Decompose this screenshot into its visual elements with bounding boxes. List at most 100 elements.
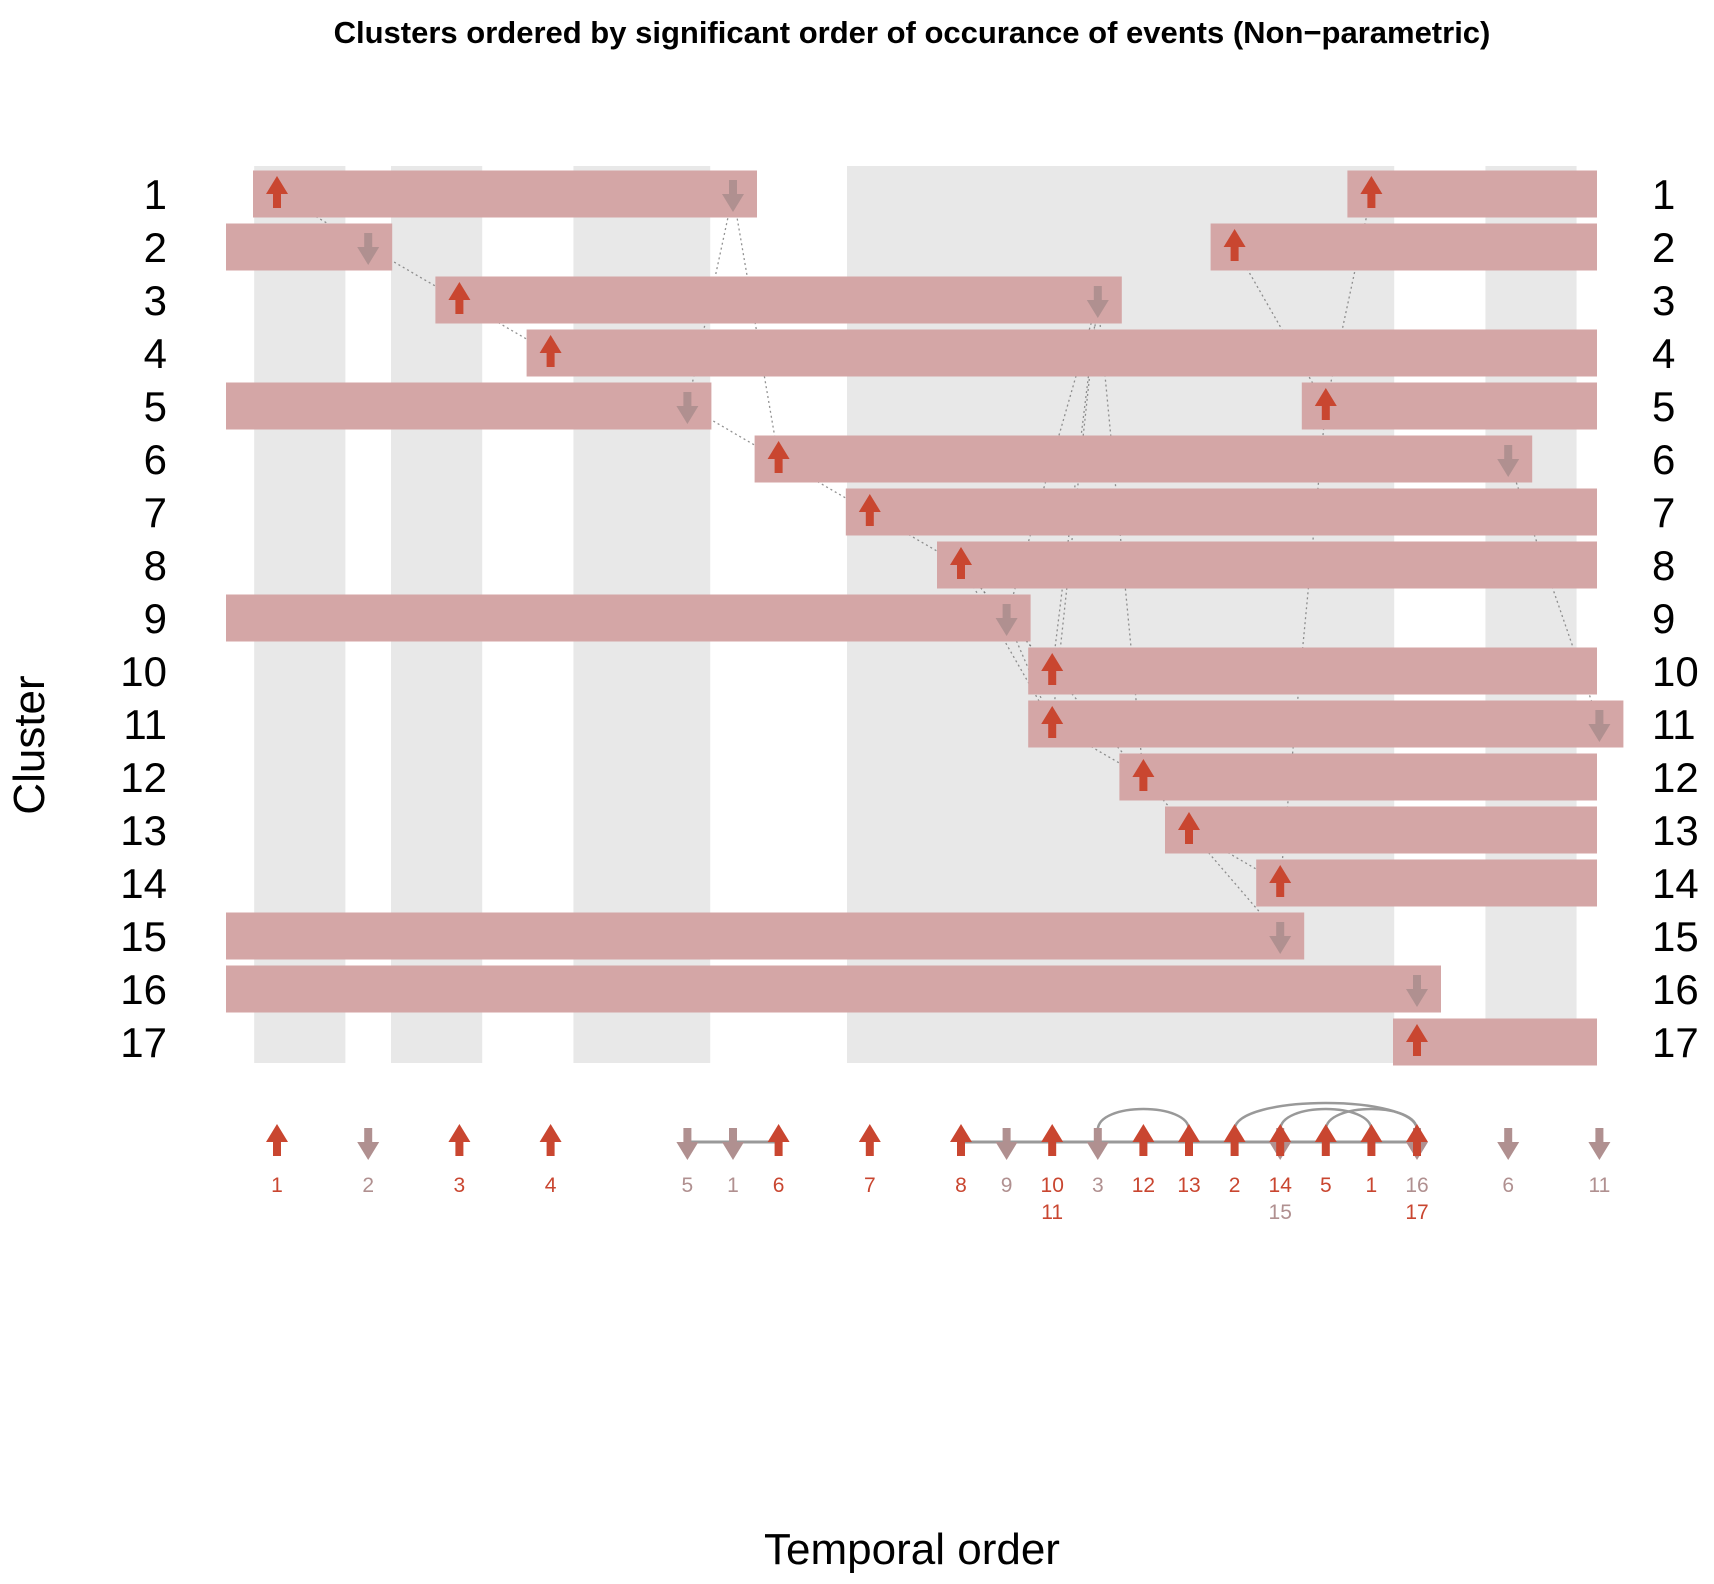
row-label-right: 7 [1652,489,1675,536]
row-label-left: 14 [120,860,167,907]
bar-arrow-down-icon [995,604,1018,636]
cluster-bar-6 [754,435,1533,483]
row-label-right: 3 [1652,277,1675,324]
bar-arrow-up-icon [1223,229,1246,261]
row-label-right: 12 [1652,754,1699,801]
order-arc [1278,1107,1373,1131]
timeline-arrow-up-icon [1178,1124,1200,1156]
cluster-bar-8 [937,541,1597,589]
timeline-arrow-down-icon [357,1128,380,1160]
cluster-bar-10 [1028,647,1597,695]
timeline-arrow-up-icon [858,1124,881,1156]
timeline-arrow-up-icon [1132,1124,1155,1156]
row-label-right: 4 [1652,330,1675,377]
timeline-arrow-up-icon [767,1124,790,1156]
row-label-right: 2 [1652,224,1675,271]
bar-arrow-up-icon [266,176,288,208]
bar-arrow-up-icon [950,547,972,579]
event-label-down: 1 [727,1174,739,1197]
row-label-right: 8 [1652,542,1675,589]
row-label-left: 2 [144,224,167,271]
x-axis-title: Temporal order [764,1525,1060,1574]
cluster-bar-5 [1301,382,1597,430]
cluster-bar-13 [1165,806,1597,854]
bar-arrow-up-icon [1041,653,1064,685]
bar-arrow-up-icon [1360,176,1383,208]
cluster-bar-3 [435,276,1122,324]
event-label-up: 12 [1132,1174,1155,1197]
row-label-left: 16 [120,966,167,1013]
bar-arrow-up-icon [1041,706,1064,738]
timeline-arrow-down-icon [676,1128,699,1160]
timeline-arrow-up-icon [1041,1124,1064,1156]
bar-arrow-down-icon [1269,922,1292,954]
row-label-right: 9 [1652,595,1675,642]
row-label-right: 13 [1652,807,1699,854]
event-label-up: 11 [1041,1201,1063,1224]
event-label-down: 16 [1405,1174,1428,1197]
y-axis-title: Cluster [5,675,54,814]
event-label-up: 17 [1405,1201,1428,1224]
shaded-band [1485,166,1577,1063]
cluster-bar-12 [1119,753,1597,801]
bar-arrow-down-icon [1086,286,1109,318]
row-label-left: 15 [120,913,167,960]
event-label-down: 3 [1092,1174,1104,1197]
event-label-up: 7 [864,1174,876,1197]
bar-arrow-up-icon [1406,1024,1428,1056]
row-label-left: 13 [120,807,167,854]
cluster-bar-15 [226,912,1305,960]
row-label-right: 16 [1652,966,1699,1013]
timeline-arrow-down-icon [1497,1128,1520,1160]
timeline-arrow-down-icon [995,1128,1018,1160]
chart-title: Clusters ordered by significant order of… [334,15,1491,50]
row-label-right: 1 [1652,171,1675,218]
bar-arrows [266,176,1611,1056]
order-arc [1096,1107,1191,1131]
row-label-left: 17 [120,1019,167,1066]
event-label-up: 6 [773,1174,785,1197]
row-label-right: 11 [1652,701,1696,748]
row-label-left: 8 [144,542,167,589]
timeline-arrow-up-icon [950,1124,972,1156]
event-label-up: 8 [955,1174,967,1197]
row-label-left: 11 [123,701,167,748]
cluster-bars [226,170,1624,1066]
cluster-bar-2 [1210,223,1597,271]
event-label-up: 2 [1229,1174,1241,1197]
row-label-right: 10 [1652,648,1699,695]
event-label-up: 5 [1320,1174,1332,1197]
row-label-left: 3 [144,277,167,324]
bar-arrow-up-icon [1269,865,1292,897]
bar-arrow-down-icon [357,233,380,265]
event-label-up: 13 [1177,1174,1200,1197]
event-label-up: 14 [1269,1174,1293,1197]
timeline-arrow-down-icon [722,1128,744,1160]
event-label-down: 11 [1588,1174,1610,1197]
event-label-down: 15 [1269,1201,1292,1224]
order-arc [1324,1107,1419,1131]
row-label-left: 12 [120,754,167,801]
event-label-down: 2 [362,1174,374,1197]
bar-arrow-up-icon [1178,812,1200,844]
event-label-down: 6 [1502,1174,1514,1197]
cluster-bar-7 [845,488,1597,536]
bar-arrow-up-icon [1132,759,1155,791]
event-label-up: 10 [1041,1174,1064,1197]
row-label-right: 15 [1652,913,1699,960]
row-label-left: 6 [144,436,167,483]
cluster-bar-4 [526,329,1597,377]
row-label-left: 10 [120,648,167,695]
timeline-arrow-up-icon [1360,1124,1383,1156]
timeline-arrow-up-icon [1269,1124,1292,1156]
bar-arrow-down-icon [1588,710,1611,742]
bar-arrow-up-icon [858,494,881,526]
bar-arrow-down-icon [722,180,744,212]
row-label-left: 7 [144,489,167,536]
event-label-up: 1 [1366,1174,1378,1197]
timeline-arrow-up-icon [266,1124,288,1156]
timeline-arrow-up-icon [539,1124,562,1156]
dotted-link [1234,246,1327,407]
